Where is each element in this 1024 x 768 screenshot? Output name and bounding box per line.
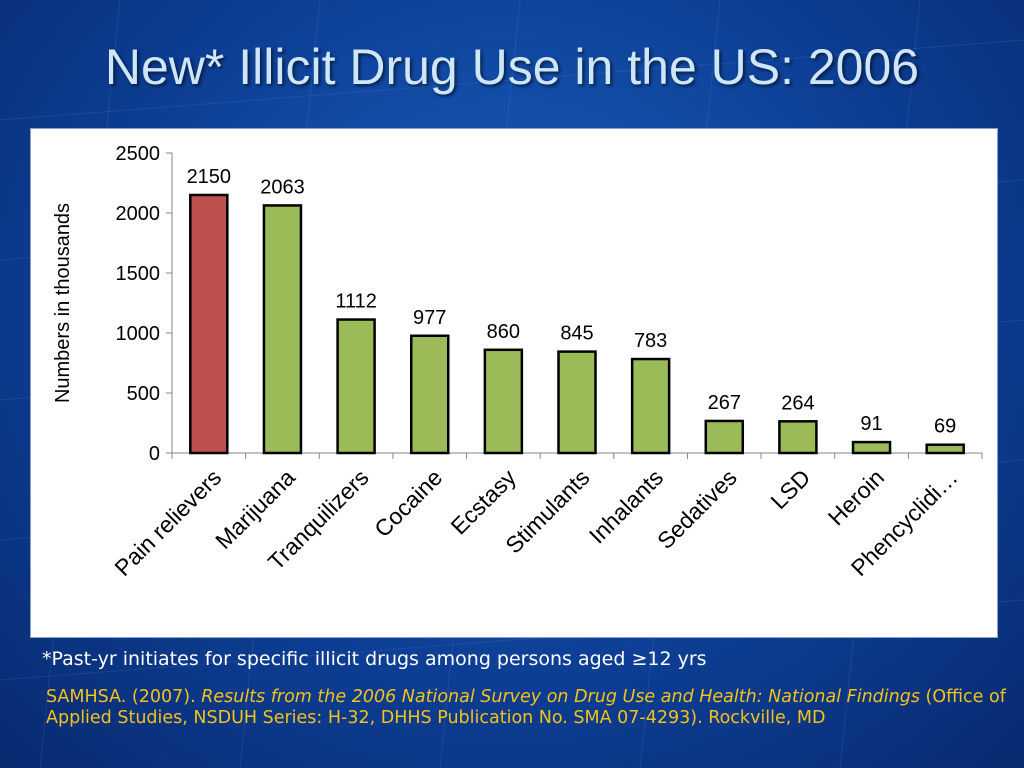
- data-label: 267: [708, 392, 741, 414]
- y-tick-label: 500: [127, 383, 160, 405]
- bar: [557, 350, 597, 455]
- citation-report-title: Results from the 2006 National Survey on…: [201, 687, 920, 707]
- bar: [630, 357, 671, 455]
- x-category-label: LSD: [765, 464, 815, 514]
- data-label: 1112: [335, 291, 377, 313]
- citation: SAMHSA. (2007). Results from the 2006 Na…: [46, 687, 1006, 729]
- data-label: 264: [781, 392, 814, 414]
- x-category-label: Ecstasy: [446, 464, 522, 540]
- data-label: 2150: [187, 166, 232, 188]
- bar: [409, 334, 450, 455]
- y-tick-label: 1000: [116, 323, 161, 345]
- bar-chart: 0 500 1000 1500 2000 2500 Numbers in thousands…: [52, 143, 983, 581]
- bar: [925, 443, 965, 455]
- data-label: 2063: [260, 176, 305, 198]
- chart-area: 0 500 1000 1500 2000 2500 Numbers in thousands…: [30, 128, 998, 638]
- slide-title: New* Illicit Drug Use in the US: 2006: [104, 39, 920, 95]
- data-label: 977: [413, 307, 446, 329]
- citation-publisher: (Office of Applied Studies, NSDUH Series…: [46, 687, 1006, 728]
- data-label: 69: [934, 416, 956, 438]
- data-label: 783: [634, 330, 667, 352]
- bar: [336, 318, 376, 455]
- y-tick-label: 2000: [116, 203, 161, 225]
- y-tick-label: 1500: [116, 263, 161, 285]
- x-category-label: Heroin: [823, 464, 889, 530]
- bar: [189, 193, 229, 455]
- bar: [262, 204, 303, 455]
- data-label: 860: [487, 321, 520, 343]
- bar: [851, 440, 892, 455]
- bar: [704, 419, 745, 455]
- footnote: *Past-yr initiates for specific illicit …: [42, 648, 707, 670]
- y-tick-label: 0: [149, 443, 160, 465]
- y-tick-label: 2500: [116, 143, 161, 165]
- data-label: 91: [860, 413, 882, 435]
- citation-author: SAMHSA. (2007).: [46, 687, 202, 707]
- bar: [483, 348, 524, 455]
- data-label: 845: [560, 323, 593, 345]
- y-axis-title: Numbers in thousands: [52, 203, 74, 403]
- bar: [778, 420, 818, 455]
- x-category-label: Cocaine: [369, 464, 447, 542]
- x-category-label: Sedatives: [652, 464, 742, 554]
- x-category-label: Pain relievers: [109, 464, 226, 581]
